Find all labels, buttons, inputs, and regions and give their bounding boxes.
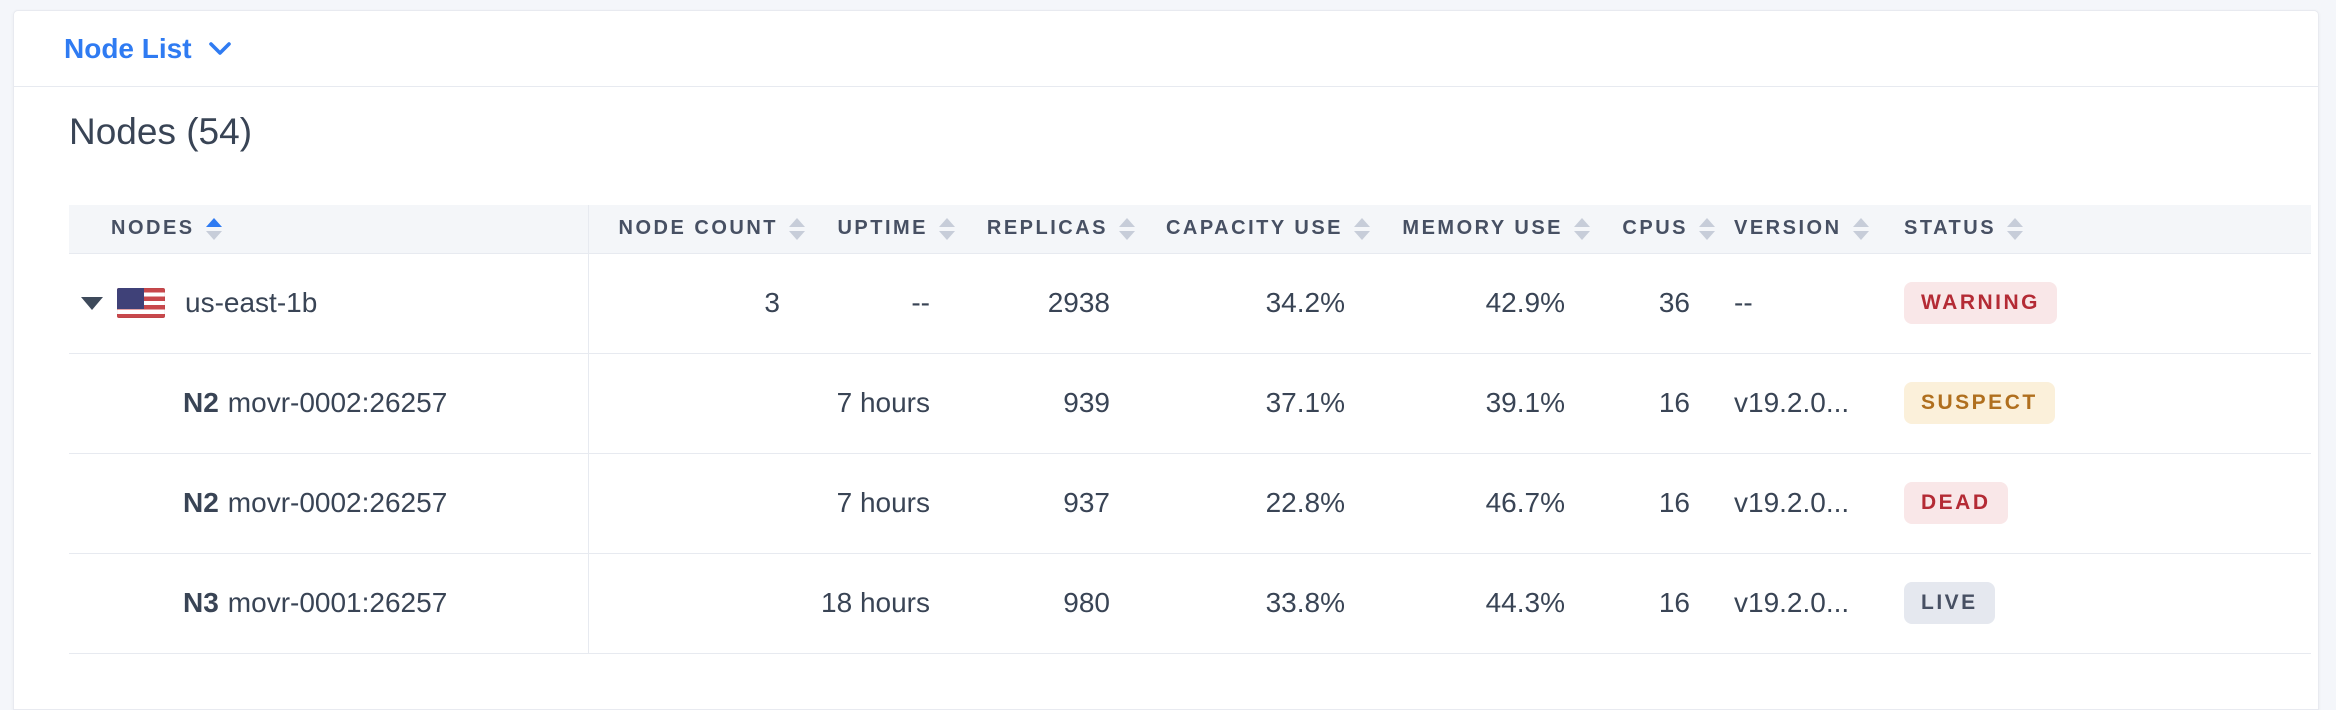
- capacity-use-cell: 22.8%: [1136, 453, 1371, 554]
- cpus-cell: 16: [1591, 353, 1716, 454]
- memory-use-cell: 42.9%: [1371, 253, 1591, 354]
- chevron-down-icon: [208, 41, 232, 56]
- column-header-memory-use[interactable]: MEMORY USE: [1371, 205, 1591, 254]
- column-label: NODES: [111, 217, 195, 240]
- capacity-use-cell: 34.2%: [1136, 253, 1371, 354]
- memory-use-cell: 44.3%: [1371, 553, 1591, 654]
- node-count-cell: [588, 353, 806, 454]
- uptime-cell: 7 hours: [806, 453, 956, 554]
- node-address: movr-0001:26257: [227, 587, 448, 618]
- node-row[interactable]: N2 movr-0002:26257 7 hours 937 22.8% 46.7…: [69, 453, 2311, 554]
- sort-arrows-icon: [1353, 217, 1371, 240]
- cpus-cell: 16: [1591, 453, 1716, 554]
- node-address: movr-0002:26257: [227, 487, 448, 518]
- version-cell: v19.2.0...: [1716, 553, 1886, 654]
- sort-arrows-icon: [1698, 217, 1716, 240]
- capacity-use-cell: 33.8%: [1136, 553, 1371, 654]
- replicas-cell: 937: [956, 453, 1136, 554]
- caret-down-icon[interactable]: [81, 296, 103, 310]
- node-name-cell: N2 movr-0002:26257: [69, 453, 589, 554]
- card-header: Node List: [14, 11, 2318, 87]
- column-header-capacity-use[interactable]: CAPACITY USE: [1136, 205, 1371, 254]
- node-name-cell: N2 movr-0002:26257: [69, 353, 589, 454]
- replicas-cell: 939: [956, 353, 1136, 454]
- table-header-row: NODES NODE COUNT UPTIME: [69, 205, 2311, 254]
- column-label: VERSION: [1734, 217, 1842, 240]
- sort-arrows-icon: [2006, 217, 2024, 240]
- node-count-cell: 3: [588, 253, 806, 354]
- column-header-uptime[interactable]: UPTIME: [806, 205, 956, 254]
- node-id: N2: [183, 487, 219, 518]
- memory-use-cell: 39.1%: [1371, 353, 1591, 454]
- node-list-dropdown-label: Node List: [64, 32, 192, 64]
- page-title: Nodes (54): [69, 111, 253, 152]
- status-badge: SUSPECT: [1904, 382, 2055, 424]
- column-header-node-count[interactable]: NODE COUNT: [588, 205, 806, 254]
- cpus-cell: 16: [1591, 553, 1716, 654]
- capacity-use-cell: 37.1%: [1136, 353, 1371, 454]
- region-group-row[interactable]: us-east-1b 3 -- 2938 34.2% 42.9% 36 -- W…: [69, 253, 2311, 354]
- version-cell: --: [1716, 253, 1886, 354]
- node-row[interactable]: N3 movr-0001:26257 18 hours 980 33.8% 44.…: [69, 553, 2311, 654]
- status-cell: WARNING: [1886, 253, 2311, 354]
- sort-arrows-icon: [788, 217, 806, 240]
- column-label: UPTIME: [837, 217, 928, 240]
- node-name-cell: N3 movr-0001:26257: [69, 553, 589, 654]
- nodes-table: NODES NODE COUNT UPTIME: [69, 205, 2311, 654]
- status-cell: DEAD: [1886, 453, 2311, 554]
- version-cell: v19.2.0...: [1716, 453, 1886, 554]
- column-label: CPUS: [1622, 217, 1688, 240]
- sort-arrows-icon: [1852, 217, 1870, 240]
- status-badge: LIVE: [1904, 582, 1995, 624]
- node-count-cell: [588, 453, 806, 554]
- us-flag-icon: [117, 288, 165, 318]
- status-badge: WARNING: [1904, 282, 2057, 324]
- column-label: REPLICAS: [986, 217, 1108, 240]
- memory-use-cell: 46.7%: [1371, 453, 1591, 554]
- column-label: MEMORY USE: [1402, 217, 1563, 240]
- sort-arrows-icon: [1118, 217, 1136, 240]
- uptime-cell: 7 hours: [806, 353, 956, 454]
- node-id: N2: [183, 387, 219, 418]
- region-name-cell: us-east-1b: [69, 253, 589, 354]
- sort-arrows-icon: [1573, 217, 1591, 240]
- replicas-cell: 980: [956, 553, 1136, 654]
- version-cell: v19.2.0...: [1716, 353, 1886, 454]
- status-cell: SUSPECT: [1886, 353, 2311, 454]
- node-list-card: Node List Nodes (54) NODES: [13, 10, 2319, 710]
- node-list-dropdown[interactable]: Node List: [64, 33, 232, 65]
- sort-arrows-icon: [938, 217, 956, 240]
- column-label: CAPACITY USE: [1165, 217, 1343, 240]
- column-header-nodes[interactable]: NODES: [69, 205, 589, 254]
- node-count-cell: [588, 553, 806, 654]
- column-header-replicas[interactable]: REPLICAS: [956, 205, 1136, 254]
- node-address: movr-0002:26257: [227, 387, 448, 418]
- node-id: N3: [183, 587, 219, 618]
- column-header-version[interactable]: VERSION: [1716, 205, 1886, 254]
- cpus-cell: 36: [1591, 253, 1716, 354]
- region-name: us-east-1b: [185, 287, 318, 318]
- column-header-status[interactable]: STATUS: [1886, 205, 2311, 254]
- column-label: STATUS: [1904, 217, 1997, 240]
- status-badge: DEAD: [1904, 482, 2008, 524]
- status-cell: LIVE: [1886, 553, 2311, 654]
- column-label: NODE COUNT: [618, 217, 778, 240]
- sort-arrows-icon: [205, 217, 223, 240]
- replicas-cell: 2938: [956, 253, 1136, 354]
- column-header-cpus[interactable]: CPUS: [1591, 205, 1716, 254]
- node-row[interactable]: N2 movr-0002:26257 7 hours 939 37.1% 39.1…: [69, 353, 2311, 454]
- uptime-cell: 18 hours: [806, 553, 956, 654]
- uptime-cell: --: [806, 253, 956, 354]
